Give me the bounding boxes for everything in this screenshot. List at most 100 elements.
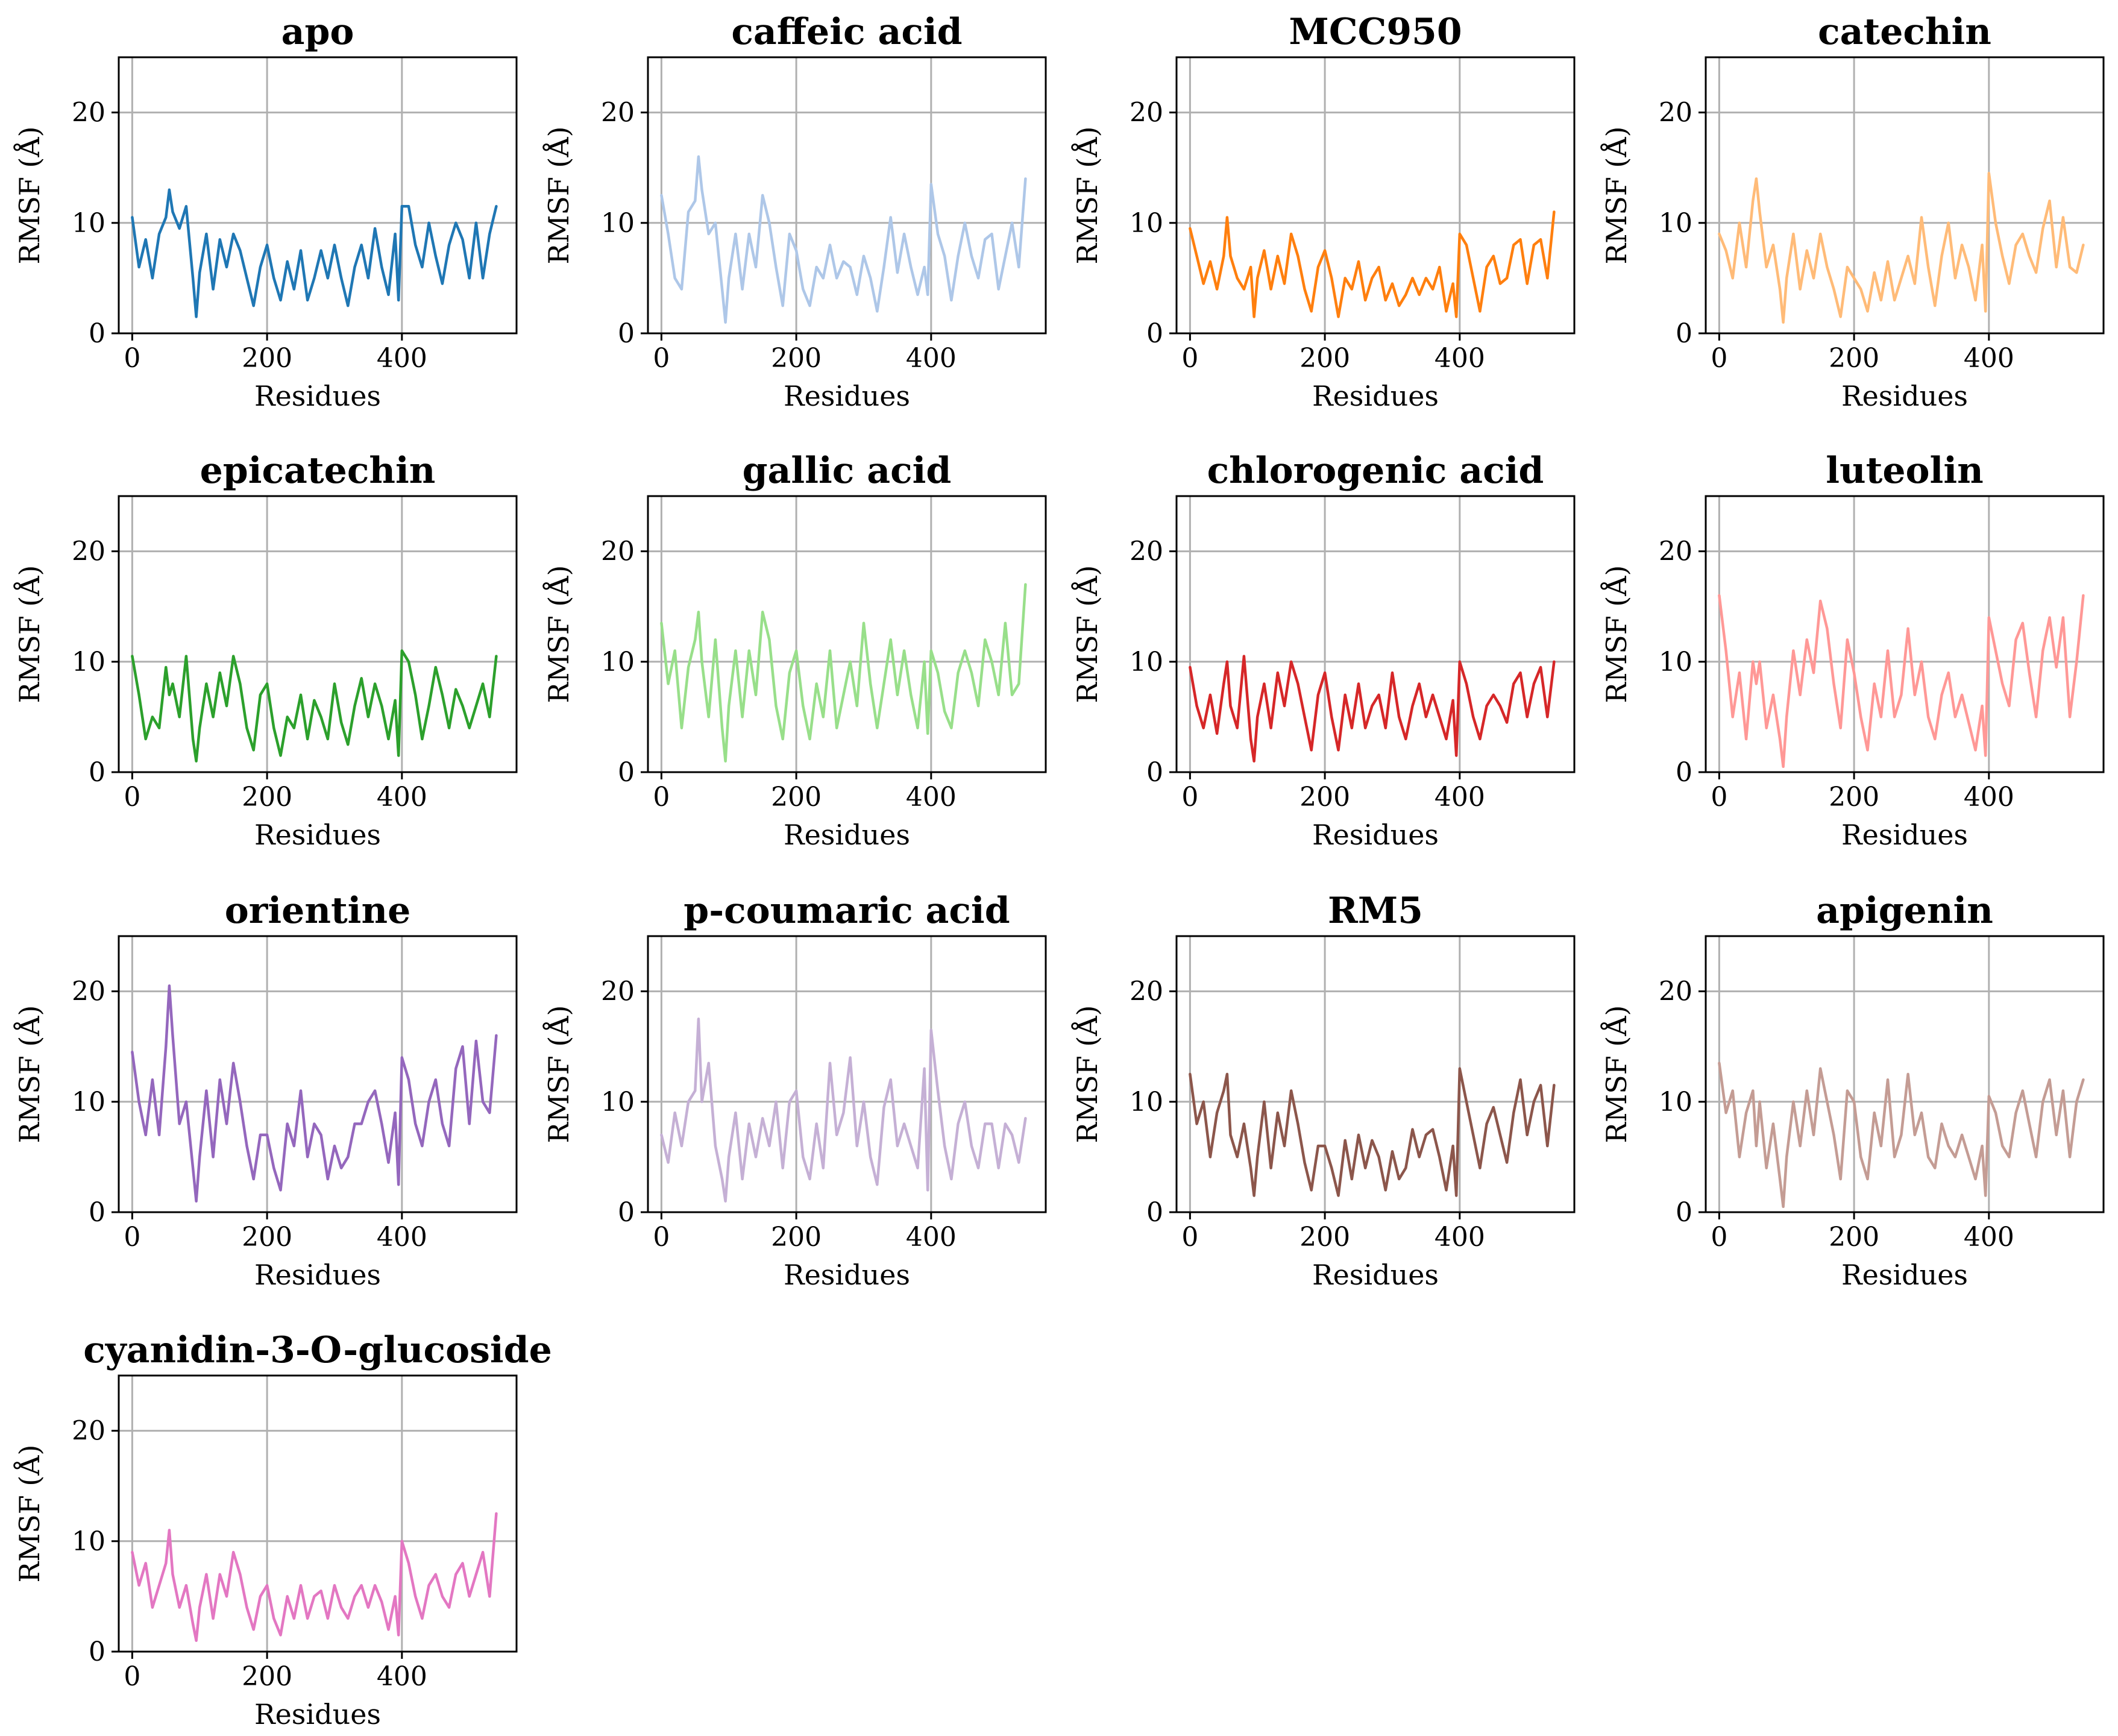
y-tick-label: 20 <box>1130 976 1163 1007</box>
panel-title: chlorogenic acid <box>1207 450 1544 492</box>
y-axis-label: RMSF (Å) <box>542 565 575 703</box>
plot-frame <box>1705 935 2105 1213</box>
plot-frame <box>118 56 518 335</box>
y-tick-label: 10 <box>1659 208 1692 239</box>
x-axis-label: Residues <box>1312 1259 1439 1291</box>
x-tick-label: 400 <box>1435 1222 1485 1253</box>
panel-title: p-coumaric acid <box>683 890 1010 932</box>
panel-title: epicatechin <box>200 450 436 492</box>
y-tick-label: 10 <box>72 1087 105 1118</box>
rmsf-panel: 0 200 400 0 10 20 luteolin Residues RMSF (Å) <box>1600 450 2105 851</box>
y-tick-label: 0 <box>89 1637 105 1667</box>
x-tick-label: 0 <box>124 343 140 374</box>
rmsf-series-line <box>1718 1061 2085 1209</box>
x-tick-label: 400 <box>1435 782 1485 813</box>
x-tick-label: 0 <box>653 782 670 813</box>
x-tick-label: 0 <box>1711 343 1727 374</box>
x-tick-label: 0 <box>1181 343 1198 374</box>
y-axis-label: RMSF (Å) <box>1600 127 1633 265</box>
y-axis-label: RMSF (Å) <box>13 1445 46 1583</box>
x-tick-label: 400 <box>377 343 427 374</box>
rmsf-series-line <box>1718 172 2085 324</box>
y-axis-label: RMSF (Å) <box>1600 565 1633 703</box>
rmsf-panel: 0 200 400 0 10 20 p-coumaric acid Residues RMSF … <box>542 890 1047 1291</box>
panel-title: caffeic acid <box>731 11 962 53</box>
rmsf-series-line <box>1189 655 1556 763</box>
y-axis-label: RMSF (Å) <box>1600 1005 1633 1143</box>
x-tick-label: 400 <box>906 1222 957 1253</box>
y-tick-label: 0 <box>1146 318 1163 349</box>
y-axis-label: RMSF (Å) <box>1070 565 1104 703</box>
x-tick-label: 400 <box>906 782 957 813</box>
x-tick-label: 400 <box>377 1661 427 1692</box>
y-tick-label: 10 <box>1130 208 1163 239</box>
y-tick-label: 10 <box>601 647 635 678</box>
y-tick-label: 20 <box>72 976 105 1007</box>
panel-title: RM5 <box>1328 890 1423 932</box>
x-tick-label: 0 <box>1711 1222 1727 1253</box>
rmsf-panel: 0 200 400 0 10 20 caffeic acid Residues RMSF (Å) <box>542 11 1047 412</box>
x-tick-label: 0 <box>1181 782 1198 813</box>
panel-title: catechin <box>1818 11 1991 53</box>
plot-frame <box>1175 935 1576 1213</box>
rmsf-series-line <box>131 1512 498 1642</box>
y-axis-label: RMSF (Å) <box>13 565 46 703</box>
y-axis-label: RMSF (Å) <box>1070 1005 1104 1143</box>
y-tick-label: 20 <box>1659 98 1692 128</box>
y-tick-label: 10 <box>1130 1087 1163 1118</box>
x-tick-label: 200 <box>1299 343 1350 374</box>
x-tick-label: 200 <box>242 343 292 374</box>
y-tick-label: 20 <box>601 98 635 128</box>
y-tick-label: 20 <box>72 98 105 128</box>
panel-title: MCC950 <box>1289 11 1462 53</box>
x-tick-label: 400 <box>1964 343 2014 374</box>
y-tick-label: 10 <box>601 208 635 239</box>
plot-frame <box>647 495 1047 773</box>
y-axis-label: RMSF (Å) <box>542 127 575 265</box>
rmsf-series-line <box>131 649 498 763</box>
x-axis-label: Residues <box>1312 819 1439 851</box>
x-tick-label: 400 <box>377 782 427 813</box>
x-axis-label: Residues <box>254 1698 381 1731</box>
y-tick-label: 10 <box>72 1526 105 1557</box>
x-tick-label: 400 <box>906 343 957 374</box>
y-tick-label: 20 <box>601 976 635 1007</box>
y-tick-label: 0 <box>89 757 105 788</box>
panel-title: luteolin <box>1826 450 1984 492</box>
rmsf-panel: 0 200 400 0 10 20 orientine Residues RMSF (Å) <box>13 890 518 1291</box>
plot-frame <box>118 935 518 1213</box>
y-tick-label: 0 <box>89 318 105 349</box>
x-tick-label: 0 <box>124 1222 140 1253</box>
y-tick-label: 20 <box>1659 536 1692 567</box>
x-tick-label: 200 <box>1829 782 1879 813</box>
y-tick-label: 0 <box>1676 757 1692 788</box>
rmsf-panel: 0 200 400 0 10 20 cyanidin-3-O-glucoside Residu… <box>13 1329 552 1731</box>
panel-title: apigenin <box>1816 890 1993 932</box>
x-tick-label: 200 <box>242 1222 292 1253</box>
y-axis-label: RMSF (Å) <box>13 127 46 265</box>
x-axis-label: Residues <box>254 380 381 412</box>
y-tick-label: 10 <box>72 647 105 678</box>
y-tick-label: 20 <box>601 536 635 567</box>
y-axis-label: RMSF (Å) <box>13 1005 46 1143</box>
y-tick-label: 0 <box>618 757 635 788</box>
plot-frame <box>118 1374 518 1653</box>
plot-frame <box>1175 495 1576 773</box>
panel-title: gallic acid <box>743 450 952 492</box>
x-tick-label: 400 <box>377 1222 427 1253</box>
rmsf-series-line <box>131 188 498 318</box>
plot-frame <box>647 56 1047 335</box>
panel-title: apo <box>281 11 354 53</box>
x-axis-label: Residues <box>784 819 910 851</box>
y-tick-label: 0 <box>618 318 635 349</box>
y-tick-label: 10 <box>601 1087 635 1118</box>
x-axis-label: Residues <box>1841 380 1968 412</box>
y-tick-label: 20 <box>1130 536 1163 567</box>
y-tick-label: 20 <box>1659 976 1692 1007</box>
rmsf-panel: 0 200 400 0 10 20 catechin Residues RMSF (Å) <box>1600 11 2105 412</box>
x-tick-label: 200 <box>242 1661 292 1692</box>
y-tick-label: 0 <box>89 1197 105 1228</box>
y-tick-label: 0 <box>618 1197 635 1228</box>
plot-frame <box>647 935 1047 1213</box>
